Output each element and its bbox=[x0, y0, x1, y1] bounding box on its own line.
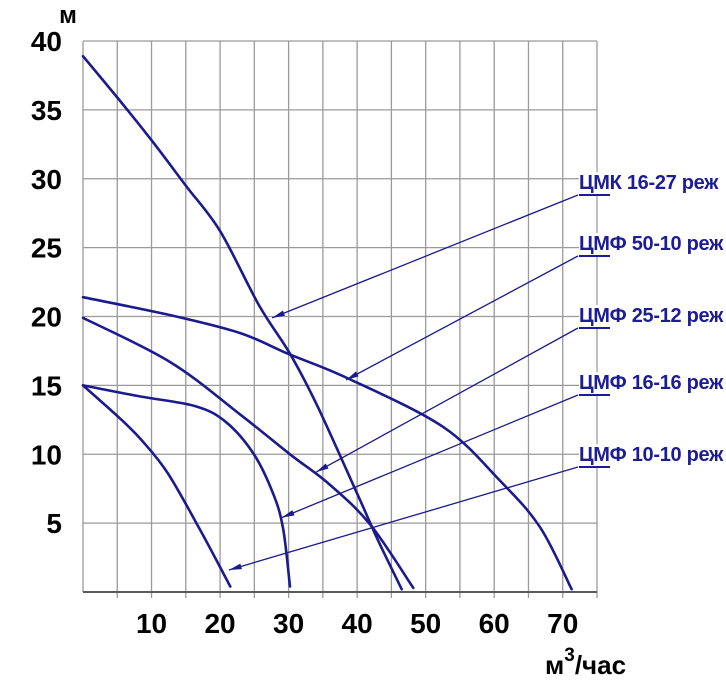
curve-label-2: ЦМФ 25-12 реж bbox=[579, 305, 725, 329]
curve-label-underlined-prefix: ЦМ bbox=[579, 305, 610, 329]
curve-label-text: Ф 25-12 реж bbox=[609, 305, 724, 327]
x-axis-title: м3/час bbox=[545, 645, 626, 680]
x-tick-label: 20 bbox=[204, 608, 235, 639]
x-tick-label: 70 bbox=[547, 608, 578, 639]
curve-label-text: Ф 16-16 реж bbox=[609, 372, 724, 394]
y-axis-title: м bbox=[59, 2, 77, 29]
x-tick-label: 40 bbox=[342, 608, 373, 639]
curve-label-0: ЦМК 16-27 реж bbox=[579, 172, 721, 196]
pump-curve-1 bbox=[81, 295, 573, 591]
y-tick-label: 25 bbox=[31, 233, 62, 264]
curve-label-3: ЦМФ 16-16 реж bbox=[579, 372, 725, 396]
y-tick-label: 40 bbox=[31, 26, 62, 57]
leader-line-1 bbox=[345, 255, 579, 381]
curve-label-underlined-prefix: ЦМ bbox=[579, 172, 610, 196]
y-tick-label: 5 bbox=[46, 508, 62, 539]
y-tick-label: 20 bbox=[31, 302, 62, 333]
curve-label-4: ЦМФ 10-10 реж bbox=[579, 444, 725, 468]
curve-label-text: К 16-27 реж bbox=[609, 172, 719, 194]
arrowhead-icon-2 bbox=[316, 463, 329, 473]
arrowhead-icon-4 bbox=[228, 563, 242, 570]
curve-label-text: Ф 50-10 реж bbox=[609, 233, 724, 255]
leader-line-0 bbox=[271, 194, 579, 319]
curve-label-underlined-prefix: ЦМ bbox=[579, 233, 610, 257]
x-tick-label: 10 bbox=[136, 608, 167, 639]
curve-label-1: ЦМФ 50-10 реж bbox=[579, 233, 725, 257]
leader-line-3 bbox=[281, 394, 579, 519]
curve-label-underlined-prefix: ЦМ bbox=[579, 444, 610, 468]
y-tick-label: 30 bbox=[31, 164, 62, 195]
pump-curve-3 bbox=[81, 384, 292, 588]
pump-curve-0 bbox=[81, 54, 403, 591]
pump-curve-4 bbox=[81, 384, 232, 588]
x-tick-label: 60 bbox=[479, 608, 510, 639]
y-tick-label: 10 bbox=[31, 439, 62, 470]
curve-label-text: Ф 10-10 реж bbox=[609, 444, 724, 466]
y-tick-label: 35 bbox=[31, 95, 62, 126]
pump-curve-2 bbox=[81, 316, 415, 590]
arrowhead-icon-3 bbox=[281, 510, 295, 518]
curve-label-underlined-prefix: ЦМ bbox=[579, 372, 610, 396]
y-tick-label: 15 bbox=[31, 370, 62, 401]
x-tick-label: 30 bbox=[273, 608, 304, 639]
x-tick-label: 50 bbox=[410, 608, 441, 639]
leader-line-2 bbox=[315, 327, 579, 473]
arrowhead-icon-0 bbox=[272, 310, 285, 318]
